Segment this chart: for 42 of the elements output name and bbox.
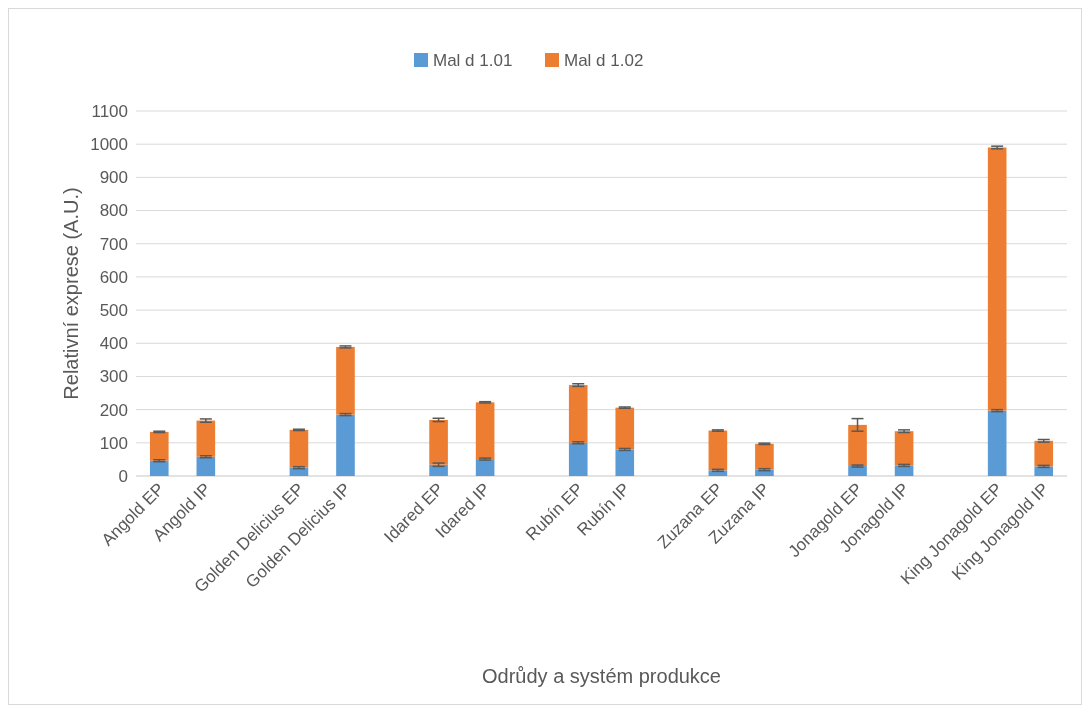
y-axis-title: Relativní exprese (A.U.) (60, 187, 82, 400)
bar (1034, 440, 1054, 467)
y-tick-label: 0 (118, 466, 128, 486)
bar (196, 456, 216, 476)
legend-label: Mal d 1.01 (433, 50, 513, 70)
bar (568, 442, 588, 476)
legend-label: Mal d 1.02 (564, 50, 644, 70)
bar (755, 469, 774, 476)
bar (1034, 466, 1054, 476)
bar (987, 410, 1007, 476)
bar (475, 402, 495, 460)
bar (615, 407, 635, 450)
bar (336, 414, 355, 476)
y-tick-label: 1100 (91, 101, 128, 121)
bar (429, 419, 448, 465)
bar (149, 460, 169, 476)
y-tick-label: 500 (99, 301, 128, 321)
y-tick-label: 700 (99, 234, 128, 254)
bar (149, 431, 169, 461)
y-tick-label: 100 (99, 433, 128, 453)
y-tick-label: 600 (99, 267, 128, 287)
bar (289, 429, 309, 468)
y-tick-label: 300 (99, 367, 128, 387)
bar (987, 147, 1007, 411)
bar (475, 459, 495, 476)
y-tick-label: 400 (99, 334, 128, 354)
bar (429, 464, 448, 476)
y-tick-label: 800 (99, 201, 128, 221)
x-axis-title: Odrůdy a systém produkce (482, 665, 721, 687)
y-tick-label: 1000 (90, 135, 128, 155)
bar (615, 449, 635, 476)
bar (755, 443, 774, 470)
bar (708, 430, 728, 471)
bar (196, 420, 216, 457)
bar (894, 431, 914, 466)
bar (289, 467, 309, 476)
bar (848, 424, 867, 467)
y-tick-label: 200 (99, 400, 128, 420)
y-tick-label: 900 (99, 168, 128, 188)
bar (894, 465, 914, 476)
bar (336, 346, 355, 415)
bar (568, 385, 588, 443)
